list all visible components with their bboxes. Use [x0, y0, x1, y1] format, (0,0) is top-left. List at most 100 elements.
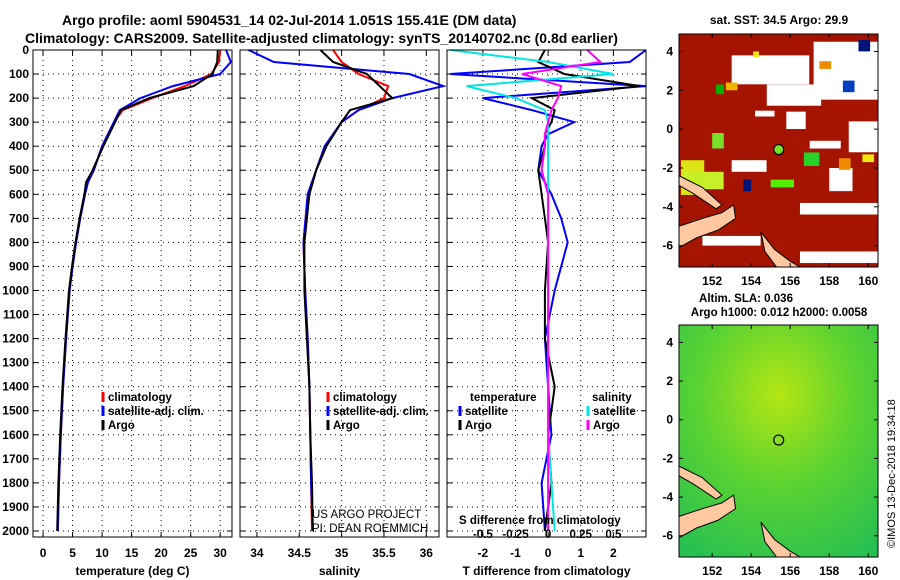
sst-map: 152 154 156 158 160 4 2 0 -2 -4 -6 sat. SST: 34.5 A… — [662, 13, 878, 288]
map-y-tick-label: -4 — [662, 200, 673, 214]
map-y-tick-label: 4 — [666, 44, 673, 58]
no-data-patch — [848, 121, 878, 153]
x-tick-label: 35.5 — [372, 546, 396, 560]
land-new-britain — [678, 204, 737, 249]
x-tick-label: 10 — [95, 546, 109, 560]
map-x-tick-label: 154 — [741, 564, 761, 578]
legend-label: Argo — [593, 420, 620, 432]
legend-title-salinity: salinity — [592, 392, 632, 404]
x-axis-label: salinity — [319, 564, 361, 578]
series-line-t-argo — [528, 49, 640, 532]
no-data-patch — [731, 55, 810, 85]
map-y-tick-label: 2 — [666, 374, 673, 388]
pi-text: PI: DEAN ROEMMICH — [312, 523, 428, 535]
legend-label: climatology — [333, 392, 398, 404]
map-x-tick-label: 160 — [858, 564, 878, 578]
plot-frame — [239, 49, 440, 538]
x-tick-label: 25 — [184, 546, 198, 560]
no-data-patch — [786, 111, 806, 130]
y-tick-label: 900 — [9, 259, 29, 273]
y-tick-label: 1800 — [2, 476, 29, 490]
y-tick-label: 1400 — [2, 380, 29, 394]
map-x-tick-label: 158 — [819, 274, 839, 288]
legend-label: Argo — [108, 420, 135, 432]
sst-patch — [862, 154, 875, 163]
x-tick-label: 30 — [214, 546, 228, 560]
map-y-tick-label: -2 — [662, 161, 673, 175]
map-y-tick-label: -6 — [662, 239, 673, 253]
no-data-patch — [702, 235, 761, 246]
credit-text: US ARGO PROJECT — [312, 509, 421, 521]
sst-patch — [842, 80, 855, 93]
sst-patch — [716, 84, 724, 95]
argo-float-marker — [773, 143, 785, 156]
legend-label: satellite-adj. clim. — [333, 406, 429, 418]
y-tick-label: 0 — [22, 43, 29, 57]
salinity-panel: 34 34.5 35 35.5 36 salinity climatology satelli… — [239, 49, 447, 578]
no-data-patch — [809, 140, 841, 149]
title-line-1: Argo profile: aoml 5904531_14 02-Jul-201… — [62, 12, 516, 28]
timestamp: ©IMOS 13-Dec-2018 19:34:18 — [886, 399, 898, 548]
legend-label: satellite — [465, 406, 508, 418]
map-title: sat. SST: 34.5 Argo: 29.9 — [710, 13, 849, 27]
map-x-tick-label: 158 — [819, 564, 839, 578]
sst-patch — [819, 61, 832, 69]
x2-tick-label: -0.5 — [473, 529, 493, 541]
x2-tick-label: 0 — [545, 529, 551, 541]
title-line-2: Climatology: CARS2009. Satellite-adjuste… — [25, 30, 618, 46]
map-title: Altim. SLA: 0.036 — [699, 293, 793, 305]
map-x-tick-label: 160 — [858, 274, 878, 288]
y-tick-label: 600 — [9, 187, 29, 201]
x-axis-label: T difference from climatology — [462, 564, 630, 578]
x2-axis-label: S difference from climatology — [459, 515, 621, 527]
sst-patch — [803, 152, 820, 166]
map-subtitle: Argo h1000: 0.012 h2000: 0.0058 — [691, 307, 868, 319]
no-data-patch — [829, 167, 853, 192]
x-tick-label: 2 — [610, 546, 617, 560]
legend-label: Argo — [465, 420, 492, 432]
sla-map: 152 154 156 158 160 4 2 0 -2 -4 -6 Altim. SLA: 0.03… — [662, 293, 878, 578]
y-tick-label: 300 — [9, 115, 29, 129]
map-x-tick-label: 154 — [741, 274, 761, 288]
no-data-patch — [799, 251, 878, 264]
temperature-panel: 0 5 10 15 20 25 300100200300400500600700800900… — [2, 43, 233, 578]
x-tick-label: 20 — [154, 546, 168, 560]
plot-frame — [32, 49, 233, 538]
y-tick-label: 700 — [9, 211, 29, 225]
y-tick-label: 1000 — [2, 283, 29, 297]
map-frame — [678, 324, 879, 558]
map-y-tick-label: 0 — [666, 413, 673, 427]
x-tick-label: 34 — [250, 546, 264, 560]
x-tick-label: 15 — [125, 546, 139, 560]
y-tick-label: 400 — [9, 139, 29, 153]
map-x-tick-label: 156 — [780, 564, 800, 578]
no-data-patch — [766, 84, 822, 106]
x-tick-label: 36 — [420, 546, 434, 560]
legend-label: satellite — [593, 406, 636, 418]
y-tick-label: 1100 — [3, 308, 29, 322]
sst-patch — [770, 179, 794, 188]
series-line-s-satellite — [450, 49, 614, 532]
legend-label: satellite-adj. clim. — [108, 406, 204, 418]
map-x-tick-label: 152 — [702, 564, 722, 578]
series-line-argo — [303, 49, 395, 532]
legend-label: Argo — [333, 420, 360, 432]
sst-patch — [743, 179, 752, 192]
difference-panel: -2 -1 0 1 2 T difference from climatology temp… — [446, 49, 647, 578]
map-y-tick-label: 0 — [666, 122, 673, 136]
sst-patch — [725, 82, 738, 91]
map-x-tick-label: 156 — [780, 274, 800, 288]
y-tick-label: 1700 — [2, 452, 29, 466]
map-x-tick-label: 152 — [702, 274, 722, 288]
no-data-patch — [799, 202, 878, 215]
land-new-britain — [678, 494, 737, 539]
sst-patch — [858, 39, 871, 52]
map-y-tick-label: -2 — [662, 451, 673, 465]
x-tick-label: 5 — [69, 546, 76, 560]
map-frame — [678, 33, 879, 268]
argo-float-marker — [773, 434, 785, 446]
x2-tick-label: 0.5 — [605, 529, 622, 541]
y-tick-label: 800 — [9, 235, 29, 249]
y-tick-label: 1900 — [2, 500, 29, 514]
y-tick-label: 1300 — [2, 356, 29, 370]
